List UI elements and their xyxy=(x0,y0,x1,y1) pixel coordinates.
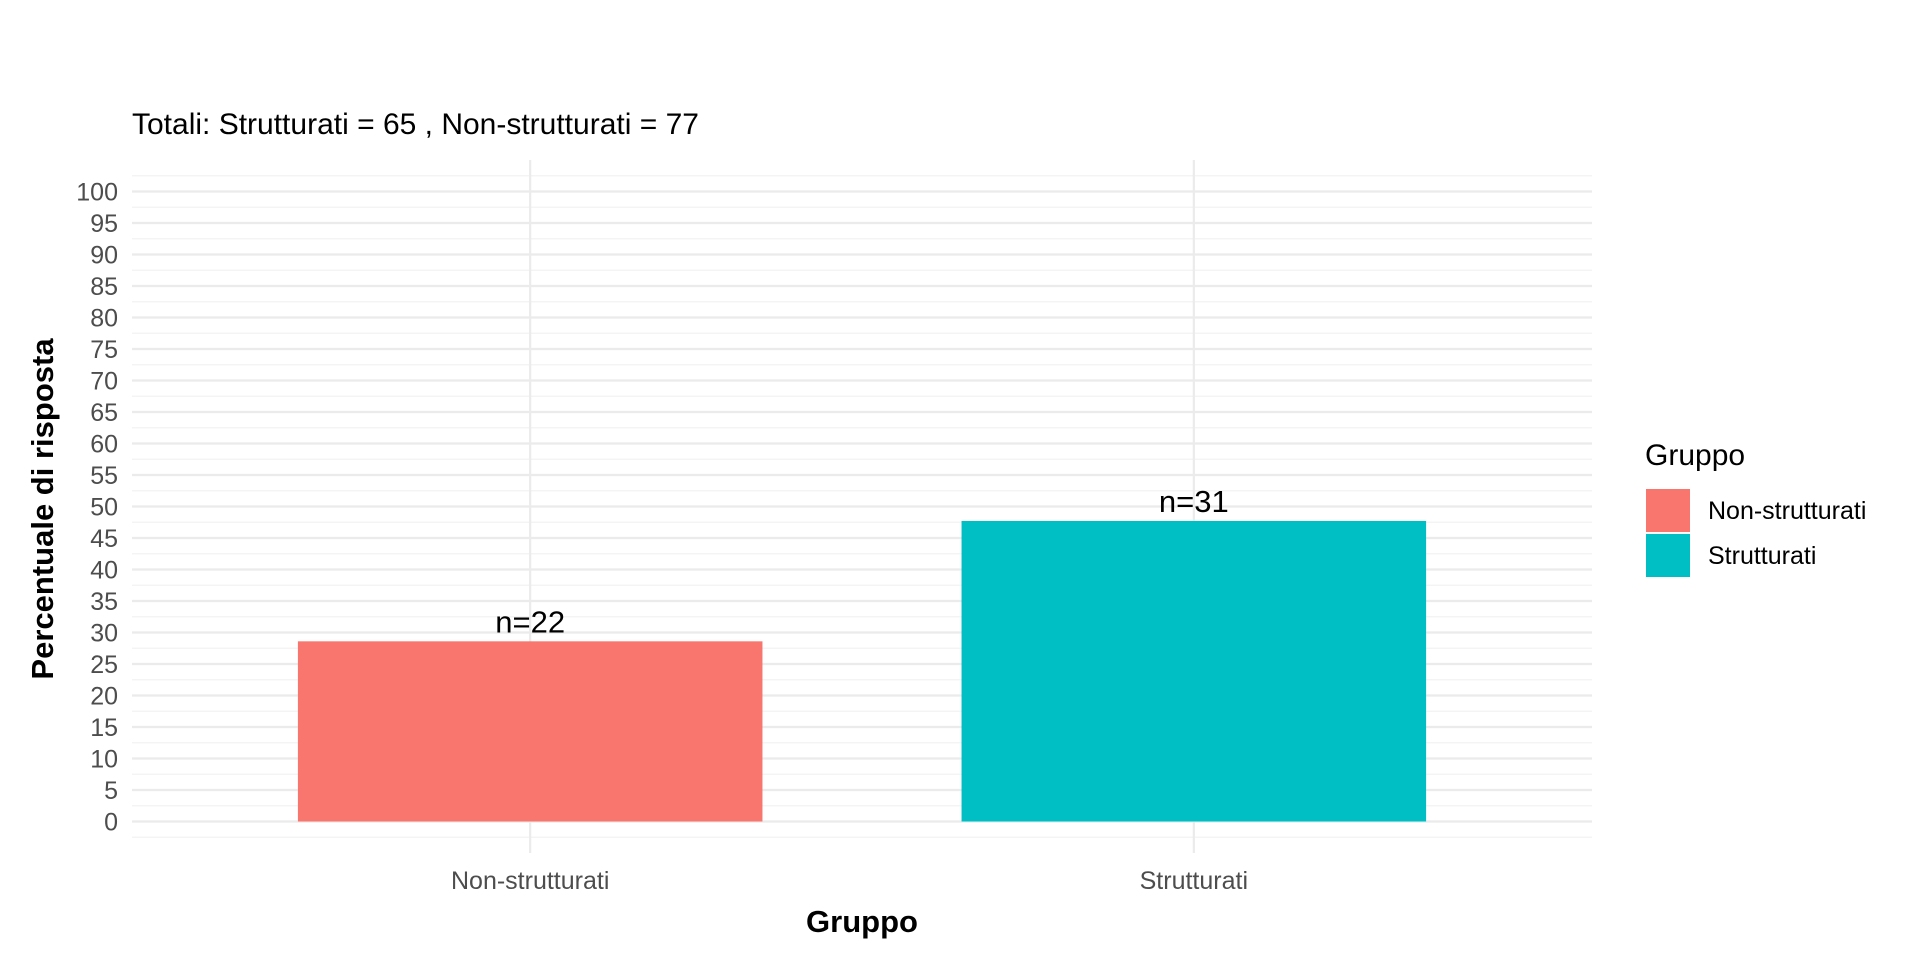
legend-label: Non-strutturati xyxy=(1708,497,1866,525)
bar-data-label: n=31 xyxy=(1159,484,1229,519)
y-tick-label: 75 xyxy=(90,336,118,364)
x-axis-title: Gruppo xyxy=(806,904,918,939)
y-tick-label: 55 xyxy=(90,462,118,490)
y-tick-label: 10 xyxy=(90,746,118,774)
y-tick-label: 90 xyxy=(90,242,118,270)
data-labels: n=22 n=31 xyxy=(495,484,1228,639)
y-tick-label: 20 xyxy=(90,683,118,711)
y-axis-title: Percentuale di risposta xyxy=(25,338,60,680)
legend-key xyxy=(1646,489,1690,532)
bar-data-label: n=22 xyxy=(495,604,565,639)
x-axis-ticks: Non-strutturati Strutturati xyxy=(451,867,1248,895)
chart-subtitle: Totali: Strutturati = 65 , Non-struttura… xyxy=(132,108,699,141)
y-tick-label: 60 xyxy=(90,431,118,459)
x-tick-label: Strutturati xyxy=(1140,867,1248,895)
y-tick-label: 5 xyxy=(104,777,118,805)
y-tick-label: 65 xyxy=(90,399,118,427)
y-tick-label: 80 xyxy=(90,305,118,333)
y-tick-label: 35 xyxy=(90,588,118,616)
bar-non-strutturati xyxy=(297,641,763,822)
legend: Gruppo Non-strutturati Strutturati xyxy=(1645,439,1866,577)
y-tick-label: 70 xyxy=(90,368,118,396)
y-tick-label: 85 xyxy=(90,273,118,301)
y-tick-label: 50 xyxy=(90,494,118,522)
bar-strutturati xyxy=(961,520,1427,822)
y-tick-label: 40 xyxy=(90,557,118,585)
legend-label: Strutturati xyxy=(1708,542,1816,570)
legend-title: Gruppo xyxy=(1645,439,1745,472)
bars xyxy=(297,520,1427,822)
y-tick-label: 45 xyxy=(90,525,118,553)
y-tick-label: 30 xyxy=(90,620,118,648)
y-axis-ticks: 0 5 10 15 20 25 30 35 40 45 50 55 60 65 70 75 80 85 90 95 10… xyxy=(76,179,118,837)
legend-key xyxy=(1646,534,1690,577)
y-tick-label: 0 xyxy=(104,809,118,837)
x-tick-label: Non-strutturati xyxy=(451,867,609,895)
y-tick-label: 100 xyxy=(76,179,118,207)
y-tick-label: 25 xyxy=(90,651,118,679)
y-tick-label: 95 xyxy=(90,210,118,238)
y-tick-label: 15 xyxy=(90,714,118,742)
